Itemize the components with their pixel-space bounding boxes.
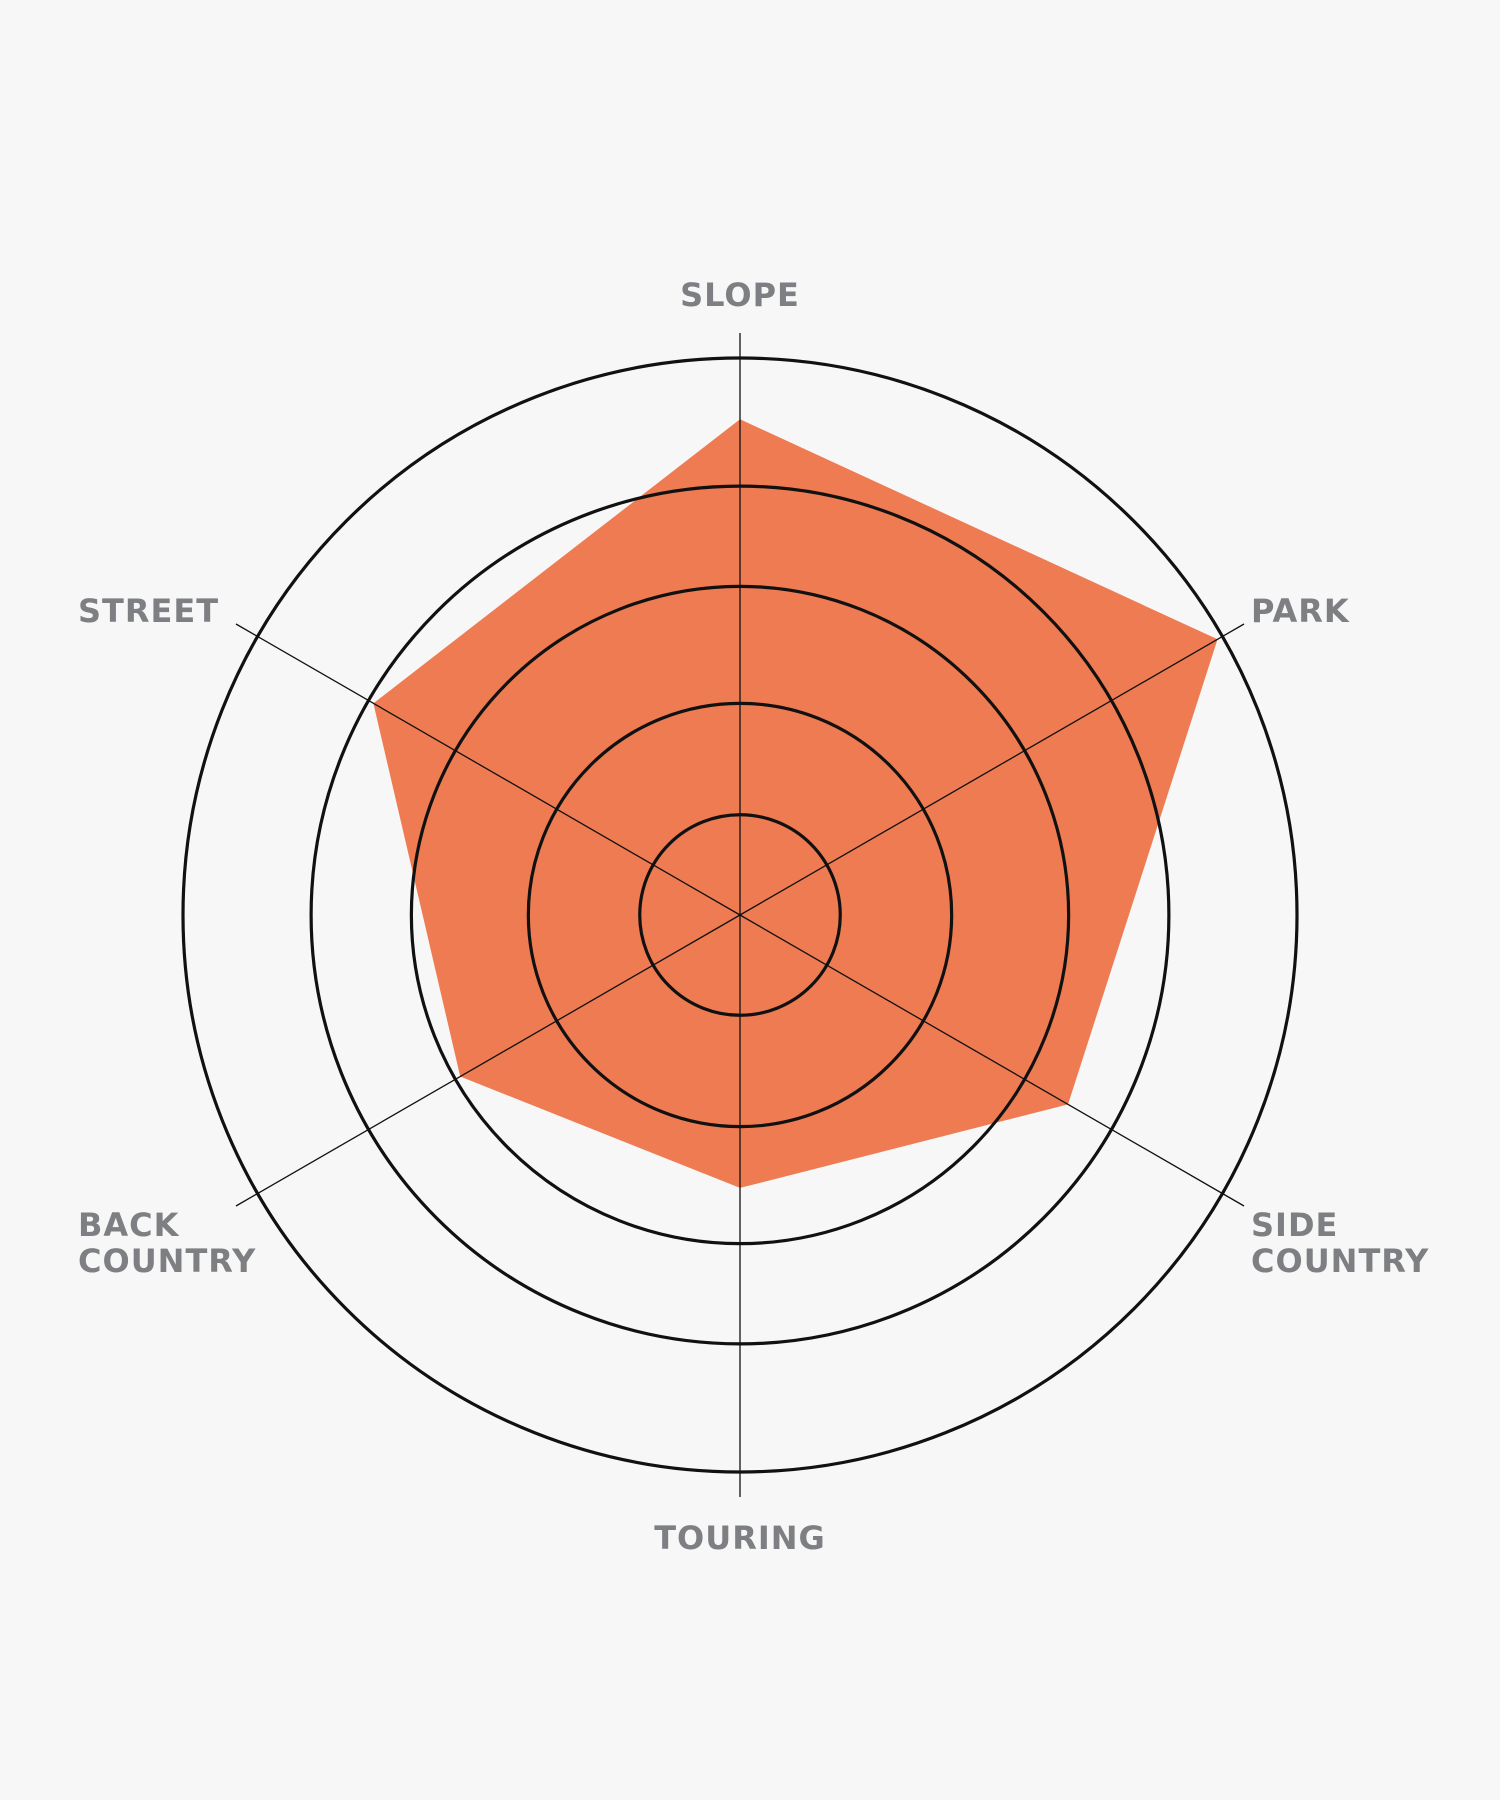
axis-label: SLOPE (680, 276, 800, 314)
radar-area (373, 419, 1218, 1188)
axis-line (739, 914, 1245, 1207)
axis-line (739, 623, 1245, 916)
axis-line (235, 623, 741, 916)
axis-label: STREET (78, 592, 220, 630)
axis-label: TOURING (654, 1519, 826, 1557)
axis-label: BACK COUNTRY (78, 1206, 257, 1280)
axis-label: PARK (1251, 592, 1350, 630)
axis-line (235, 914, 741, 1207)
axis-label: SIDE COUNTRY (1251, 1206, 1430, 1280)
